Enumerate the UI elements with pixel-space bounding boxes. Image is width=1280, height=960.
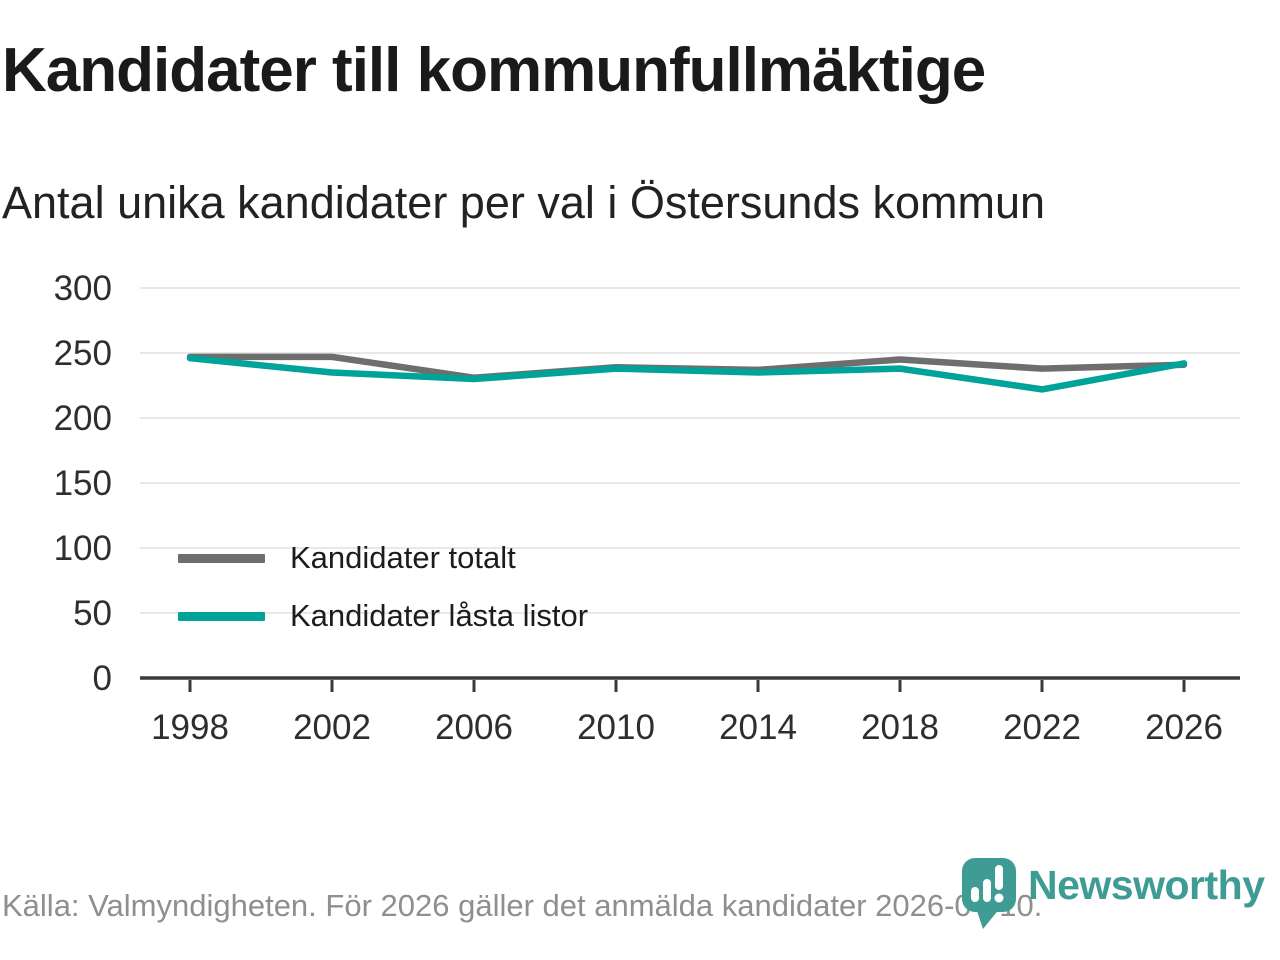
svg-text:2018: 2018 bbox=[861, 708, 939, 747]
chart-subtitle: Antal unika kandidater per val i Östersu… bbox=[2, 177, 1046, 228]
newsworthy-logo-icon bbox=[962, 858, 1016, 929]
source-note: Källa: Valmyndigheten. För 2026 gäller d… bbox=[2, 888, 1043, 923]
total-line-swatch bbox=[178, 553, 265, 563]
locked-line-swatch bbox=[178, 611, 265, 621]
page-title: Kandidater till kommunfullmäktige bbox=[2, 36, 986, 105]
svg-text:100: 100 bbox=[54, 529, 112, 568]
legend-item-locked: Kandidater låsta listor bbox=[178, 598, 588, 634]
svg-text:300: 300 bbox=[54, 269, 112, 308]
newsworthy-logo: Newsworthy bbox=[960, 856, 1265, 930]
legend-label-total: Kandidater totalt bbox=[290, 540, 516, 575]
svg-text:250: 250 bbox=[54, 334, 112, 373]
legend-label-locked: Kandidater låsta listor bbox=[290, 598, 589, 633]
svg-text:2006: 2006 bbox=[435, 708, 513, 747]
svg-text:2014: 2014 bbox=[719, 708, 797, 747]
svg-text:2002: 2002 bbox=[293, 708, 371, 747]
svg-text:200: 200 bbox=[54, 399, 112, 438]
svg-text:2022: 2022 bbox=[1003, 708, 1081, 747]
svg-text:50: 50 bbox=[73, 594, 112, 633]
svg-text:1998: 1998 bbox=[151, 708, 229, 747]
svg-text:150: 150 bbox=[54, 464, 112, 503]
svg-text:2026: 2026 bbox=[1145, 708, 1223, 747]
svg-text:2010: 2010 bbox=[577, 708, 655, 747]
newsworthy-wordmark: Newsworthy bbox=[1028, 862, 1265, 908]
chart-legend: Kandidater totalt Kandidater låsta listo… bbox=[178, 540, 588, 656]
svg-text:0: 0 bbox=[93, 659, 112, 698]
legend-item-total: Kandidater totalt bbox=[178, 540, 588, 576]
